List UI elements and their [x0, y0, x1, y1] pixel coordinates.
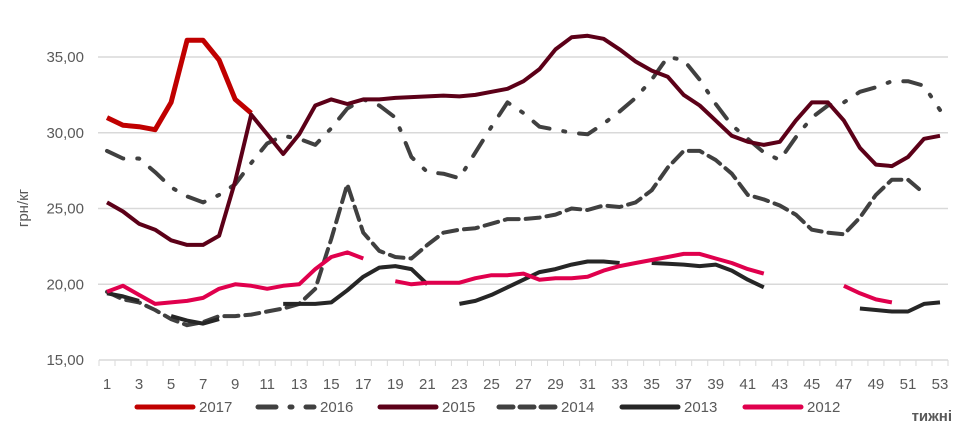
- x-tick-label: 5: [167, 376, 175, 393]
- x-tick-label: 47: [836, 376, 853, 393]
- legend-label: 2015: [442, 399, 475, 416]
- x-tick-label: 17: [355, 376, 372, 393]
- legend-label: 2013: [684, 399, 717, 416]
- y-tick-label: 35,00: [46, 49, 84, 66]
- x-tick-label: 37: [675, 376, 692, 393]
- series-line-2016: [105, 55, 942, 205]
- y-tick-label: 25,00: [46, 201, 84, 218]
- x-tick-label: 29: [547, 376, 564, 393]
- x-tick-label: 43: [771, 376, 788, 393]
- x-axis-title: тижні: [912, 408, 952, 425]
- series-lines: [105, 33, 942, 328]
- series-line-2012: [106, 250, 893, 306]
- y-axis-title: грн/кг: [15, 188, 32, 227]
- x-tick-label: 35: [643, 376, 660, 393]
- series-line-2013: [106, 259, 941, 326]
- x-tick-label: 49: [868, 376, 885, 393]
- legend-label: 2017: [199, 399, 232, 416]
- legend-label: 2012: [807, 399, 840, 416]
- x-tick-label: 21: [419, 376, 436, 393]
- gridlines: [98, 56, 948, 285]
- x-tick-label: 41: [739, 376, 756, 393]
- x-axis: 1 3 5 7 9 11 13 15 17 19 21 23 25 27 29 31 33 35 37 39 41 43 4…: [98, 359, 949, 393]
- x-tick-label: 31: [579, 376, 596, 393]
- x-tick-label: 45: [804, 376, 821, 393]
- x-tick-label: 19: [387, 376, 404, 393]
- x-tick-label: 27: [515, 376, 532, 393]
- y-tick-label: 30,00: [46, 125, 84, 142]
- x-tick-label: 33: [611, 376, 628, 393]
- x-tick-label: 13: [291, 376, 308, 393]
- x-tick-label: 7: [199, 376, 207, 393]
- y-tick-label: 20,00: [46, 276, 84, 293]
- x-tick-label: 25: [483, 376, 500, 393]
- x-tick-label: 9: [231, 376, 239, 393]
- legend-label: 2016: [320, 399, 353, 416]
- x-tick-label: 1: [103, 376, 111, 393]
- x-tick-label: 53: [932, 376, 949, 393]
- x-tick-label: 23: [451, 376, 468, 393]
- y-tick-labels: 15,00 20,00 25,00 30,00 35,00: [46, 49, 84, 369]
- x-tick-label: 39: [707, 376, 724, 393]
- legend: 2017 2016 2015 2014 2013 2012: [134, 399, 840, 416]
- x-tick-label: 51: [900, 376, 917, 393]
- series-line-2017: [105, 37, 253, 133]
- y-tick-label: 15,00: [46, 352, 84, 369]
- series-line-2014: [105, 148, 926, 328]
- x-tick-label: 11: [259, 376, 275, 393]
- x-tick-label: 3: [135, 376, 143, 393]
- legend-label: 2014: [561, 399, 594, 416]
- series-line-2015: [106, 33, 941, 247]
- x-tick-label: 15: [323, 376, 340, 393]
